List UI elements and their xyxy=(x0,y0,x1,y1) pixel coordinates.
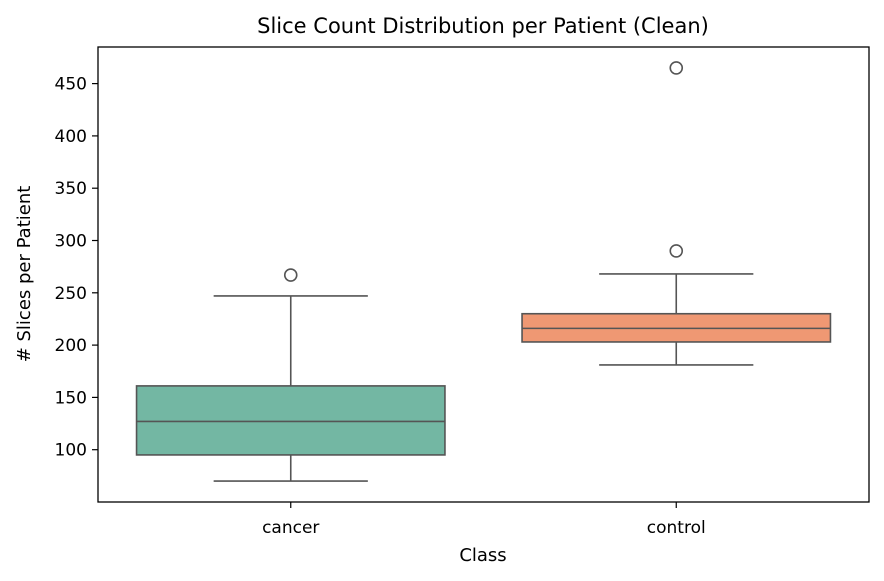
x-axis: cancer control xyxy=(262,502,706,538)
y-tick-label-450: 450 xyxy=(55,75,87,95)
outlier-control-0 xyxy=(669,244,684,258)
y-axis: 100 150 200 250 300 350 400 450 xyxy=(55,75,98,461)
outlier-cancer-0 xyxy=(283,268,298,282)
boxes-layer xyxy=(135,61,832,482)
box-cancer xyxy=(135,385,446,456)
y-tick-label-150: 150 xyxy=(55,388,87,408)
y-tick-label-300: 300 xyxy=(55,232,87,252)
x-tick-label-control: control xyxy=(647,518,706,538)
box-group-cancer xyxy=(135,268,446,482)
chart-title: Slice Count Distribution per Patient (Cl… xyxy=(257,14,709,38)
y-tick-label-350: 350 xyxy=(55,179,87,199)
x-axis-label: Class xyxy=(459,545,506,566)
y-axis-label: # Slices per Patient xyxy=(14,186,35,363)
y-tick-label-250: 250 xyxy=(55,284,87,304)
box-group-control xyxy=(521,61,832,366)
y-tick-label-200: 200 xyxy=(55,336,87,356)
outlier-control-1 xyxy=(669,61,684,75)
y-tick-label-400: 400 xyxy=(55,127,87,147)
y-tick-label-100: 100 xyxy=(55,441,87,461)
plot-frame xyxy=(97,46,870,503)
x-tick-label-cancer: cancer xyxy=(262,518,319,538)
